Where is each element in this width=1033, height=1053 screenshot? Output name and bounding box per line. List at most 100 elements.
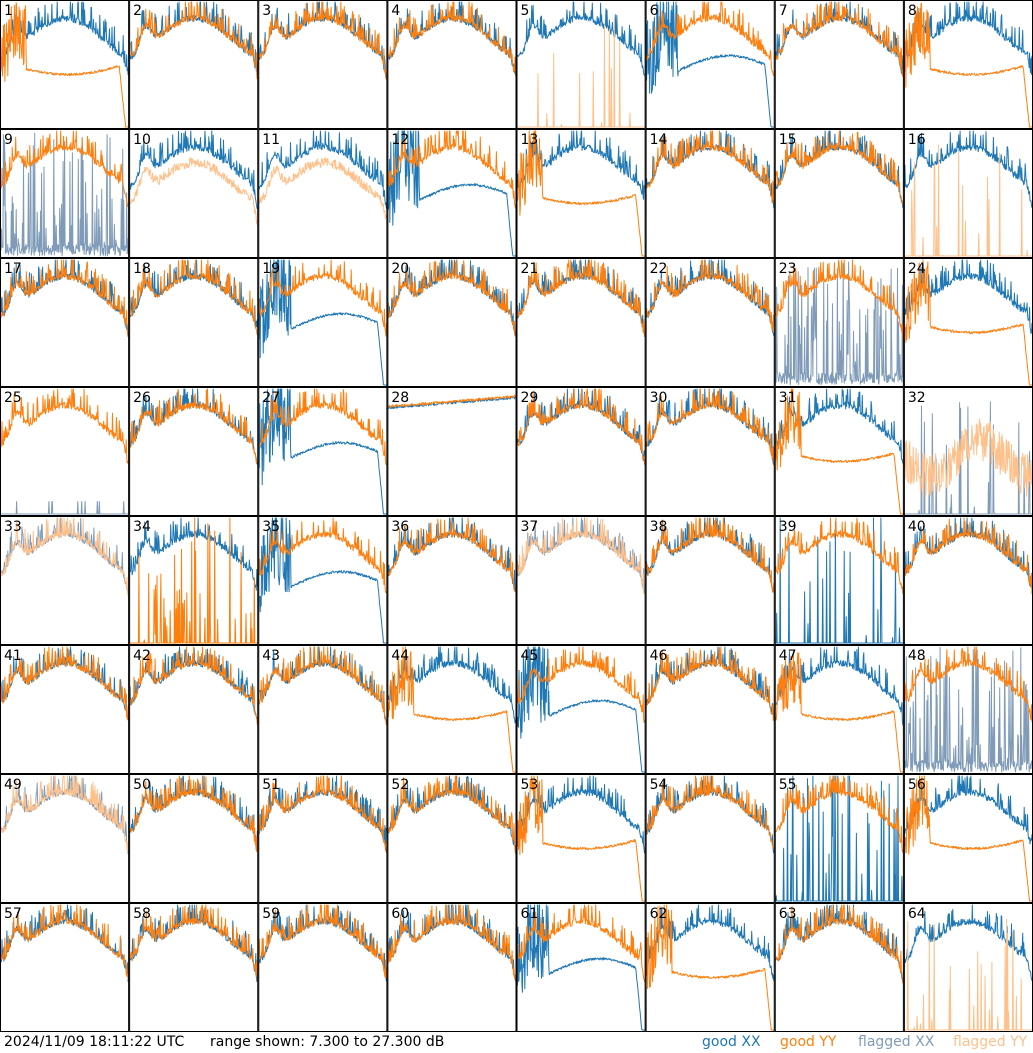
series-xx-8 [904,1,1033,75]
panel-frame [516,645,646,774]
series-yy-64 [904,918,1032,1031]
series-xx-25 [1,501,129,515]
series-yy-45 [517,646,646,723]
series-xx-39 [775,517,903,644]
series-yy-35 [258,517,387,594]
series-yy-59 [258,904,387,979]
series-yy-18 [129,259,258,336]
series-yy-31 [775,388,903,515]
panel-4: 4 [387,0,517,129]
series-xx-6 [646,1,774,128]
panel-frame [258,774,388,903]
series-xx-57 [0,904,129,982]
series-yy-28 [388,394,516,408]
panel-39: 39 [774,516,904,645]
series-yy-9 [0,130,129,208]
panel-label: 49 [4,777,22,793]
panel-label: 53 [521,777,539,793]
panel-26: 26 [129,387,259,516]
panel-label: 4 [391,3,400,19]
series-yy-1 [0,2,129,128]
panel-label: 41 [4,648,22,664]
panel-60: 60 [387,903,517,1032]
series-xx-10 [129,130,258,210]
panel-label: 36 [391,519,409,535]
panel-label: 34 [133,519,151,535]
panel-33: 33 [0,516,130,645]
series-xx-64 [904,904,1033,981]
panel-label: 25 [4,390,22,406]
series-yy-15 [775,130,904,205]
panel-frame [387,516,517,645]
series-xx-55 [775,775,903,902]
series-yy-13 [517,130,645,257]
series-yy-10 [129,157,258,225]
panel-12: 12 [387,129,517,258]
panel-21: 21 [516,258,646,387]
panel-label: 1 [4,3,13,19]
series-yy-56 [904,775,1032,902]
series-xx-11 [258,130,387,209]
panel-label: 27 [262,390,280,406]
panel-frame [774,645,904,774]
series-xx-27 [258,388,387,515]
panel-label: 47 [779,648,797,664]
panel-frame [258,516,388,645]
series-xx-32 [904,401,1032,515]
panel-43: 43 [258,645,388,774]
panel-49: 49 [0,774,130,903]
panel-47: 47 [774,645,904,774]
panel-frame [258,258,388,387]
panel-13: 13 [516,129,646,258]
series-yy-3 [258,1,387,81]
panel-frame [0,645,130,774]
panel-label: 46 [650,648,668,664]
series-yy-42 [129,646,258,725]
panel-6: 6 [645,0,775,129]
panel-58: 58 [129,903,259,1032]
series-yy-61 [517,904,646,983]
series-xx-4 [388,1,516,75]
series-yy-16 [904,144,1032,257]
panel-61: 61 [516,903,646,1032]
panel-frame [774,387,904,516]
series-yy-26 [129,388,258,464]
series-yy-43 [258,646,387,726]
panel-41: 41 [0,645,130,774]
series-yy-55 [775,775,904,853]
panel-label: 18 [133,261,151,277]
panel-label: 13 [521,132,539,148]
panel-frame [0,258,130,387]
series-yy-41 [0,646,129,721]
series-yy-53 [517,775,645,902]
panel-frame [129,129,259,258]
series-xx-23 [775,261,904,386]
series-yy-33 [0,517,129,597]
series-xx-9 [0,132,129,257]
panel-label: 6 [650,3,659,19]
panel-frame [0,387,130,516]
panel-label: 57 [4,906,22,922]
panel-31: 31 [774,387,904,516]
panel-29: 29 [516,387,646,516]
panel-frame [387,387,517,516]
series-yy-2 [129,1,258,80]
panel-label: 58 [133,906,151,922]
panel-44: 44 [387,645,517,774]
panel-3: 3 [258,0,388,129]
panel-frame [516,129,646,258]
panel-frame [645,258,775,387]
panel-1: 1 [0,0,130,129]
panel-frame [0,903,130,1032]
series-yy-7 [775,1,904,77]
series-yy-50 [129,775,258,853]
panel-23: 23 [774,258,904,387]
panel-19: 19 [258,258,388,387]
panel-53: 53 [516,774,646,903]
panel-63: 63 [774,903,904,1032]
series-yy-40 [904,517,1033,595]
series-xx-56 [904,775,1033,845]
range-label: range shown: 7.300 to 27.300 dB [210,1034,445,1050]
series-yy-21 [517,259,646,338]
panel-frame [645,387,775,516]
